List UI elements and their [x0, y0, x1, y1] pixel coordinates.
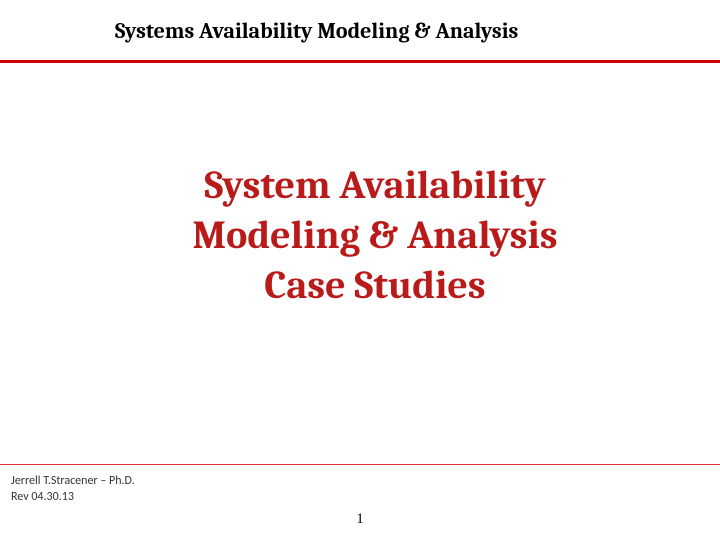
main-title-line2: Modeling & Analysis	[30, 210, 720, 260]
page-number: 1	[0, 511, 720, 528]
main-title: System Availability Modeling & Analysis …	[0, 160, 720, 310]
main-title-line1: System Availability	[30, 160, 720, 210]
revision-date: Rev 04.30.13	[11, 490, 135, 506]
header-title: Systems Availability Modeling & Analysis	[0, 0, 720, 44]
main-title-line3: Case Studies	[30, 260, 720, 310]
divider-bottom	[0, 464, 720, 465]
author-name: Jerrell T.Stracener – Ph.D.	[11, 474, 135, 490]
divider-top	[0, 60, 720, 63]
author-block: Jerrell T.Stracener – Ph.D. Rev 04.30.13	[11, 474, 135, 505]
